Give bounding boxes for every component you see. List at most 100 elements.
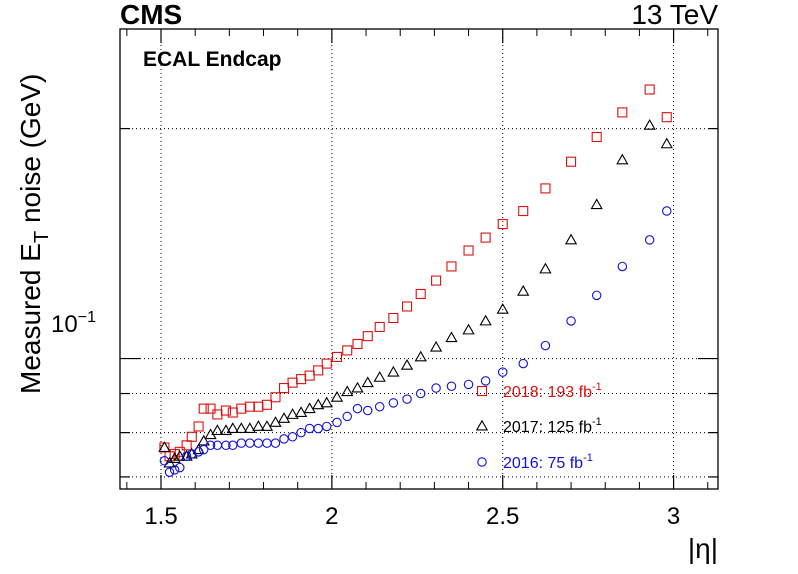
data-point: [518, 205, 529, 217]
data-point: [287, 432, 298, 442]
data-point: [270, 438, 281, 448]
data-point: [480, 232, 491, 243]
data-point: [402, 394, 412, 404]
data-point: [362, 331, 373, 342]
legend-marker: [476, 385, 488, 397]
data-point: [446, 381, 457, 391]
data-point: [243, 422, 256, 433]
data-point: [497, 218, 508, 230]
data-point: [235, 422, 248, 433]
x-tick-labels: 1.5 2 2.5 3: [144, 503, 680, 530]
data-point: [236, 438, 247, 448]
data-point: [296, 427, 306, 438]
legend-entry: 2018: 193 fb-1: [503, 381, 602, 401]
data-point: [517, 284, 530, 296]
series-triangle: [158, 118, 673, 468]
data-point: [261, 399, 272, 410]
data-point: [415, 288, 426, 300]
data-point: [205, 440, 216, 451]
data-point: [269, 416, 282, 427]
data-point: [193, 447, 204, 457]
data-point: [480, 376, 491, 386]
data-point: [431, 383, 441, 393]
data-point: [313, 423, 323, 434]
data-point: [462, 323, 475, 335]
data-point: [175, 462, 185, 473]
data-point: [192, 443, 205, 455]
x-tick-label: 3: [667, 503, 680, 530]
data-point: [253, 401, 264, 412]
annotation-label: ECAL Endcap: [143, 48, 281, 71]
data-point: [279, 434, 289, 444]
data-point: [287, 377, 298, 388]
grid-lines: [120, 29, 718, 489]
series-circle: [159, 206, 672, 477]
x-tick-label: 1.5: [144, 503, 177, 530]
data-point: [198, 403, 209, 414]
data-point: [294, 406, 308, 417]
data-point: [351, 381, 364, 393]
data-point: [330, 390, 344, 402]
data-point: [277, 412, 291, 423]
data-point: [388, 312, 399, 324]
data-point: [187, 449, 197, 459]
data-point: [373, 371, 386, 382]
data-point: [159, 455, 170, 466]
plot-frame: [119, 28, 719, 490]
data-point: [616, 153, 629, 165]
data-point: [313, 365, 324, 376]
data-point: [429, 340, 443, 352]
header-left: CMS: [120, 0, 182, 30]
data-point: [278, 383, 290, 394]
header-right: 13 TeV: [631, 0, 718, 30]
data-point: [388, 398, 399, 408]
data-point: [661, 112, 672, 123]
data-point: [446, 261, 457, 272]
data-point: [342, 345, 353, 356]
data-point: [496, 303, 509, 314]
data-point: [227, 407, 238, 418]
y-major-tick-label: 10−1: [51, 309, 96, 338]
data-point: [312, 398, 325, 410]
data-point: [286, 408, 299, 419]
data-point: [361, 376, 374, 388]
data-point: [296, 374, 307, 385]
data-point: [244, 401, 255, 412]
data-point: [497, 367, 508, 377]
data-point: [617, 107, 628, 118]
data-point: [205, 403, 216, 414]
data-point: [362, 405, 373, 416]
data-point: [303, 402, 316, 414]
data-point: [304, 423, 315, 434]
data-point: [374, 321, 385, 333]
data-point: [591, 131, 602, 143]
data-point: [643, 118, 656, 130]
legend-marker: [475, 419, 489, 431]
data-point: [262, 438, 272, 448]
data-point: [220, 405, 231, 416]
x-tick-label: 2.5: [486, 503, 519, 530]
data-point: [463, 379, 474, 390]
data-point: [540, 183, 551, 194]
legend-entry: 2016: 75 fb-1: [503, 452, 593, 472]
data-point: [415, 388, 426, 399]
data-point: [332, 417, 342, 428]
data-point: [644, 235, 655, 245]
data-point: [479, 314, 492, 326]
data-point: [661, 206, 672, 216]
data-point: [270, 392, 281, 403]
y-axis-label: Measured ET noise (GeV): [15, 74, 53, 394]
data-point: [414, 350, 427, 362]
data-point: [236, 403, 247, 414]
data-points: [158, 84, 673, 477]
data-point: [564, 233, 578, 245]
data-point: [644, 84, 655, 95]
data-point: [212, 409, 223, 420]
data-point: [660, 137, 673, 149]
axis-ticks: [120, 29, 718, 489]
data-point: [387, 365, 400, 377]
x-tick-label: 2: [325, 503, 338, 530]
data-point: [617, 261, 628, 272]
data-point: [445, 331, 458, 343]
